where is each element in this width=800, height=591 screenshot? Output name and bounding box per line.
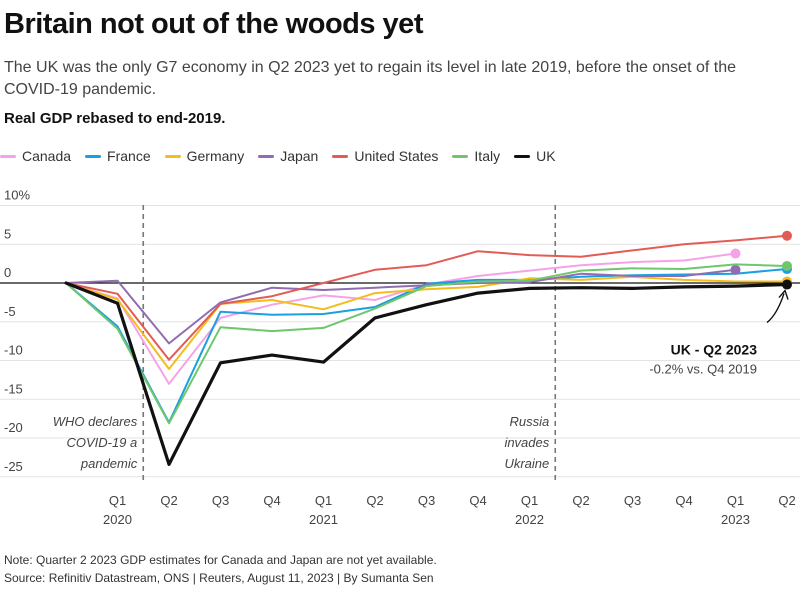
series-line-japan <box>65 268 737 345</box>
legend-label: United States <box>354 148 439 164</box>
legend-label: France <box>107 148 151 164</box>
event-annotation-text: pandemic <box>80 456 138 471</box>
legend-swatch <box>258 154 275 158</box>
line-chart: 10% 5 0 -5 -10 -15 -20 -25 Q1 Q2 Q3 Q4 Q1 Q2 Q3 Q4 Q1 Q2 Q… <box>0 188 800 527</box>
x-tick-label: Q3 <box>212 493 229 508</box>
y-tick-label: 0 <box>4 265 11 280</box>
series-line-france <box>65 268 788 424</box>
x-tick-label: Q3 <box>418 493 435 508</box>
legend-item-canada: Canada <box>0 148 71 164</box>
legend-swatch <box>164 154 181 158</box>
x-tick-label: Q1 <box>315 493 332 508</box>
legend-swatch <box>514 154 531 158</box>
chart-legend: Canada France Germany Japan United States Ita… <box>0 148 570 164</box>
legend-label: Italy <box>474 148 501 164</box>
legend-swatch <box>85 154 102 158</box>
callout-arrowhead <box>778 289 789 300</box>
legend-swatch <box>452 154 469 158</box>
x-year-label: 2023 <box>721 512 750 527</box>
legend-label: Japan <box>280 148 319 164</box>
legend-label: UK <box>536 148 556 164</box>
y-tick-label: 5 <box>4 226 11 241</box>
x-tick-label: Q4 <box>469 493 486 508</box>
chart-subtitle: The UK was the only G7 economy in Q2 202… <box>4 59 736 98</box>
series-line-canada <box>65 252 737 385</box>
event-annotation-text: COVID-19 a <box>66 435 137 450</box>
chart-title: Britain not out of the woods yet <box>4 8 423 40</box>
x-tick-label: Q1 <box>727 493 744 508</box>
series-end-point-italy <box>782 260 792 271</box>
y-tick-label: -25 <box>4 459 23 474</box>
series-end-point-united-states <box>782 230 792 241</box>
series-end-point-japan <box>730 264 741 275</box>
chart-label: Real GDP rebased to end-2019. <box>4 110 226 127</box>
series-line-italy <box>65 263 788 425</box>
event-annotation-text: Russia <box>510 414 550 429</box>
event-annotation-text: invades <box>504 435 549 450</box>
event-annotation-text: WHO declares <box>53 414 138 429</box>
x-tick-label: Q1 <box>521 493 538 508</box>
y-tick-label: -15 <box>4 381 23 396</box>
callout-title: UK - Q2 2023 <box>671 342 758 358</box>
series-line-uk <box>64 281 789 466</box>
y-tick-label: -5 <box>4 304 16 319</box>
series-end-point-uk <box>782 279 792 290</box>
source-line: Source: Refinitiv Datastream, ONS | Reut… <box>4 571 434 585</box>
legend-item-italy: Italy <box>452 148 500 164</box>
callout-subtitle: -0.2% vs. Q4 2019 <box>649 362 757 377</box>
series-line-united-states <box>65 234 788 361</box>
y-tick-label: -10 <box>4 343 23 358</box>
x-tick-label: Q2 <box>366 493 383 508</box>
x-year-label: 2022 <box>515 512 544 527</box>
event-annotation-text: Ukraine <box>504 456 549 471</box>
series-end-point-canada <box>730 248 741 259</box>
x-year-label: 2020 <box>103 512 132 527</box>
legend-label: Germany <box>186 148 245 164</box>
series-line-germany <box>65 275 788 370</box>
footnote: Note: Quarter 2 2023 GDP estimates for C… <box>4 553 437 567</box>
x-tick-label: Q2 <box>160 493 177 508</box>
x-tick-label: Q2 <box>572 493 589 508</box>
legend-item-germany: Germany <box>164 148 245 164</box>
legend-label: Canada <box>22 148 72 164</box>
x-tick-label: Q2 <box>778 493 795 508</box>
x-tick-label: Q4 <box>675 493 692 508</box>
x-year-label: 2021 <box>309 512 338 527</box>
x-tick-label: Q1 <box>109 493 126 508</box>
x-tick-label: Q4 <box>263 493 280 508</box>
legend-swatch <box>332 154 349 158</box>
legend-item-uk: UK <box>514 148 556 164</box>
legend-item-france: France <box>85 148 151 164</box>
y-tick-label: 10% <box>4 188 30 203</box>
legend-swatch <box>0 154 16 158</box>
legend-item-japan: Japan <box>258 148 318 164</box>
legend-item-united-states: United States <box>332 148 438 164</box>
y-tick-label: -20 <box>4 420 23 435</box>
x-tick-label: Q3 <box>624 493 641 508</box>
callout-arrow <box>766 293 785 324</box>
